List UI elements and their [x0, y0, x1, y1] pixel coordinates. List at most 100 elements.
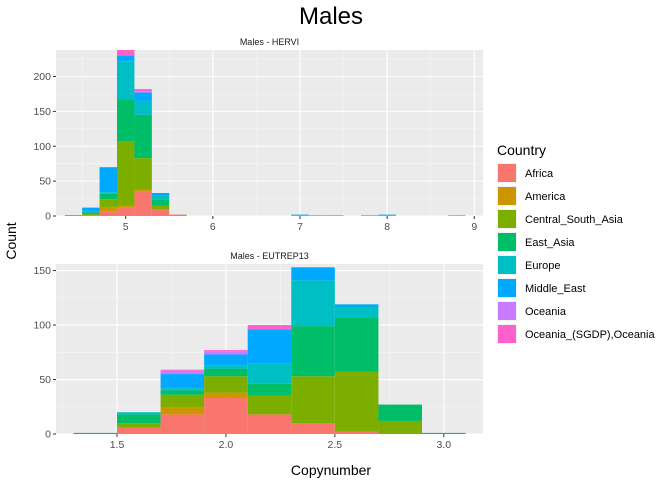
x-tick-label: 2.5 — [328, 439, 343, 451]
histogram-bar-segment — [422, 432, 466, 434]
histogram-bar-segment — [134, 92, 152, 101]
legend-label: East_Asia — [525, 237, 575, 249]
histogram-bar-segment — [160, 390, 205, 395]
facet-panels: Males - HERVI 0 50 100 150 200 5 6 7 8 9 Males - EU… — [33, 37, 483, 451]
histogram-bar-segment — [99, 199, 117, 208]
histogram-bar-segment — [204, 392, 248, 399]
histogram-bar-segment — [247, 325, 292, 330]
histogram-bar-segment — [291, 215, 309, 216]
histogram-bar-segment — [378, 214, 396, 216]
legend-title: Country — [497, 142, 546, 158]
facet-panel-1: Males - HERVI 0 50 100 150 200 5 6 7 8 9 — [33, 37, 483, 233]
legend-swatch — [498, 256, 516, 274]
histogram-bar-segment — [99, 167, 117, 193]
histogram-bar-segment — [291, 376, 335, 424]
legend-label: Central_South_Asia — [525, 214, 624, 226]
legend-label: Oceania_(SGDP),Oceania — [525, 329, 655, 341]
histogram-bar-segment — [117, 207, 135, 216]
legend-label: Middle_East — [525, 283, 586, 295]
histogram-bar-segment — [291, 423, 335, 434]
histogram-bar-segment — [291, 214, 309, 216]
legend-swatch — [498, 325, 516, 343]
histogram-bar-segment — [134, 114, 152, 159]
y-tick-label: 50 — [39, 176, 51, 188]
histogram-bar-segment — [204, 350, 248, 352]
histogram-bar-segment — [134, 91, 152, 93]
histogram-bar-segment — [117, 414, 161, 424]
histogram-bar-segment — [82, 212, 100, 214]
histogram-bar-segment — [73, 432, 117, 434]
histogram-bar-segment — [117, 412, 161, 415]
histogram-bar-segment — [99, 192, 117, 194]
histogram-bar-segment — [378, 420, 422, 434]
histogram-bar-segment — [134, 158, 152, 190]
y-axis-title: Count — [3, 222, 19, 259]
histogram-bar-segment — [334, 317, 379, 372]
histogram-bar-segment — [99, 193, 117, 200]
y-tick-label: 0 — [45, 211, 51, 223]
legend-label: Africa — [525, 168, 554, 180]
histogram-bar-segment — [117, 141, 135, 206]
histogram-bar-segment — [134, 189, 152, 191]
legend-label: Oceania — [525, 306, 567, 318]
x-tick-label: 7 — [297, 221, 303, 233]
histogram-bar-segment — [117, 55, 135, 62]
y-tick-label: 100 — [33, 141, 51, 153]
histogram-bar-segment — [334, 304, 379, 307]
legend-swatch — [498, 302, 516, 320]
histogram-bar-segment — [448, 215, 466, 216]
histogram-bar-segment — [160, 374, 205, 389]
histogram-bar-segment — [361, 215, 379, 216]
histogram-bar-segment — [117, 423, 161, 428]
histogram-bar-segment — [160, 414, 205, 434]
histogram-bar-segment — [378, 404, 422, 421]
histogram-bar-segment — [117, 61, 135, 100]
histogram-bar-segment — [160, 388, 205, 391]
legend-swatch — [498, 187, 516, 205]
histogram-bar-segment — [160, 407, 205, 415]
histogram-bar-segment — [308, 215, 327, 216]
histogram-bar-segment — [204, 398, 248, 434]
histogram-bar-segment — [134, 89, 152, 92]
x-tick-label: 3.0 — [436, 439, 451, 451]
y-tick-label: 100 — [33, 320, 51, 332]
x-tick-label: 2.0 — [219, 439, 234, 451]
histogram-bar-segment — [291, 326, 335, 377]
histogram-bar-segment — [160, 369, 205, 371]
x-tick-label: 6 — [210, 221, 216, 233]
histogram-bar-segment — [82, 215, 100, 216]
histogram-bar-segment — [334, 431, 379, 434]
histogram-bar-segment — [134, 100, 152, 115]
histogram-bar-segment — [151, 205, 170, 210]
histogram-bar-segment — [82, 211, 100, 213]
histogram-bar-segment — [160, 394, 205, 408]
legend-label: America — [525, 191, 566, 203]
facet-panel-2: Males - EUTREP13 0 50 100 150 1.5 2.0 2.5 3.0 — [33, 251, 483, 451]
y-tick-label: 50 — [39, 374, 51, 386]
histogram-bar-segment — [64, 215, 83, 216]
histogram-bar-segment — [134, 190, 152, 216]
histogram-bar-segment — [204, 368, 248, 377]
histogram-bar-segment — [291, 280, 335, 327]
legend-swatch — [498, 210, 516, 228]
x-tick-label: 8 — [384, 221, 390, 233]
x-tick-label: 9 — [471, 221, 477, 233]
histogram-bar-segment — [151, 192, 170, 196]
histogram-bar-segment — [326, 215, 344, 216]
histogram-bar-segment — [160, 370, 205, 375]
histogram-bar-segment — [204, 376, 248, 393]
facet-title: Males - EUTREP13 — [230, 251, 309, 261]
histogram-bar-segment — [334, 306, 379, 318]
histogram-bar-segment — [204, 354, 248, 366]
histogram-bar-segment — [291, 267, 335, 281]
legend: Country Africa America Central_South_Asia E… — [497, 142, 655, 344]
legend-items: Africa America Central_South_Asia East_Asia… — [497, 163, 655, 344]
histogram-bar-segment — [117, 205, 135, 208]
histogram-bar-segment — [151, 199, 170, 206]
histogram-bar-segment — [151, 209, 170, 216]
histogram-bar-segment — [169, 214, 187, 216]
y-tick-label: 150 — [33, 265, 51, 277]
x-axis-title: Copynumber — [291, 462, 371, 478]
histogram-bar-segment — [204, 365, 248, 369]
